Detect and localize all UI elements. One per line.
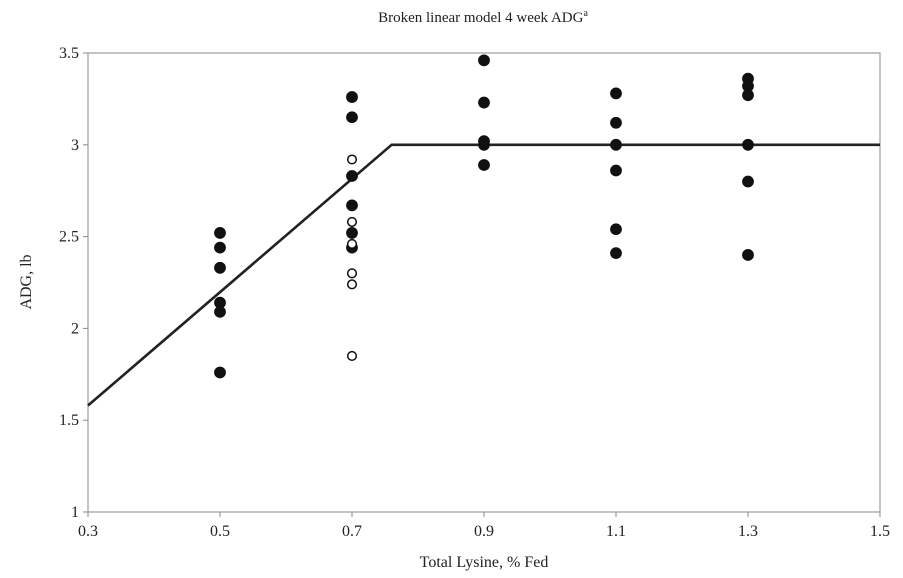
y-tick-label: 3 <box>71 137 79 154</box>
filled-data-point <box>610 223 622 236</box>
x-tick-label: 0.7 <box>342 523 362 540</box>
open-data-point <box>346 216 358 227</box>
filled-data-point <box>610 138 622 151</box>
chart-title: Broken linear model 4 week ADGa <box>378 8 588 26</box>
filled-data-point <box>346 91 358 103</box>
x-tick-label: 0.5 <box>210 523 230 540</box>
x-tick-label: 1.3 <box>738 523 758 540</box>
filled-data-point <box>346 170 358 182</box>
open-data-point <box>346 154 358 165</box>
line-layer <box>87 143 880 407</box>
x-tick-label: 0.3 <box>78 523 98 540</box>
filled-data-point <box>478 138 490 151</box>
open-data-point <box>346 238 358 249</box>
open-data-point <box>346 268 358 279</box>
chart-title-text: Broken linear model 4 week ADG <box>378 10 584 26</box>
y-tick-label: 3.5 <box>59 45 79 62</box>
filled-data-point <box>742 175 754 188</box>
filled-data-point <box>478 96 490 109</box>
y-tick-label: 2.5 <box>59 229 79 246</box>
x-axis-title: Total Lysine, % Fed <box>420 554 549 571</box>
y-axis-title: ADG, lb <box>18 254 35 309</box>
y-tick-label: 1 <box>71 504 79 521</box>
y-tick-label: 2 <box>71 320 79 337</box>
filled-data-point <box>610 87 622 100</box>
plot-frame <box>87 52 881 513</box>
filled-data-point <box>742 249 754 261</box>
filled-data-point <box>214 241 226 254</box>
filled-data-point <box>742 138 754 151</box>
filled-data-point <box>478 54 490 67</box>
filled-data-point <box>610 164 622 177</box>
filled-data-point <box>346 111 358 124</box>
filled-data-point <box>478 159 490 171</box>
open-data-point <box>346 279 358 290</box>
y-tick-label: 1.5 <box>59 412 79 429</box>
x-tick-label: 1.5 <box>870 523 890 540</box>
points-layer <box>214 54 754 379</box>
x-tick-label: 1.1 <box>606 523 626 540</box>
ticks-layer: 0.3 0.5 0.7 0.9 1.1 1.3 1.5 1 1.5 2 2.5 3 3.5 <box>59 45 890 540</box>
filled-data-point <box>214 227 226 239</box>
filled-data-point <box>346 227 358 239</box>
filled-data-point <box>214 366 226 379</box>
filled-data-point <box>346 199 358 212</box>
filled-data-point <box>610 247 622 260</box>
x-tick-label: 0.9 <box>474 523 494 540</box>
open-data-point <box>346 350 358 361</box>
chart-title-superscript: a <box>583 8 588 19</box>
filled-data-point <box>214 261 226 274</box>
broken-line-fit <box>87 143 880 407</box>
filled-data-point <box>610 116 622 129</box>
filled-data-point <box>742 89 754 102</box>
filled-data-point <box>214 305 226 318</box>
